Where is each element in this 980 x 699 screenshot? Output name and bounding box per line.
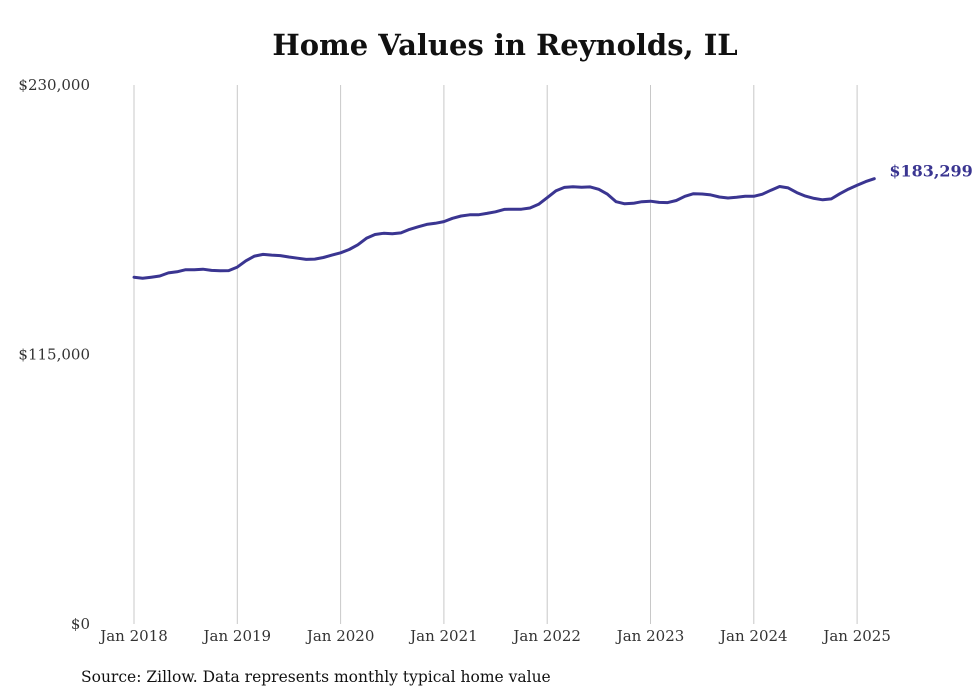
gridlines (133, 85, 858, 624)
series-line-home-value (132, 177, 876, 280)
source-note: Source: Zillow. Data represents monthly … (81, 668, 551, 686)
x-axis-ticks: Jan 2018 Jan 2019 Jan 2020 Jan 2021 Jan 2022… (98, 627, 891, 645)
x-tick-label: Jan 2018 (98, 627, 168, 645)
x-tick-label: Jan 2023 (615, 627, 685, 645)
x-tick-label: Jan 2020 (305, 627, 375, 645)
x-tick-label: Jan 2025 (821, 627, 891, 645)
y-tick-label: $115,000 (18, 346, 90, 364)
x-tick-label: Jan 2024 (718, 627, 788, 645)
chart-title: Home Values in Reynolds, IL (272, 28, 738, 62)
x-tick-label: Jan 2022 (511, 627, 581, 645)
end-value-label: $183,299 (889, 162, 973, 181)
y-axis-ticks: $0 $115,000 $230,000 (18, 76, 90, 633)
x-tick-label: Jan 2021 (408, 627, 478, 645)
y-tick-label: $230,000 (18, 76, 90, 94)
x-tick-label: Jan 2019 (202, 627, 272, 645)
y-tick-label: $0 (71, 615, 90, 633)
